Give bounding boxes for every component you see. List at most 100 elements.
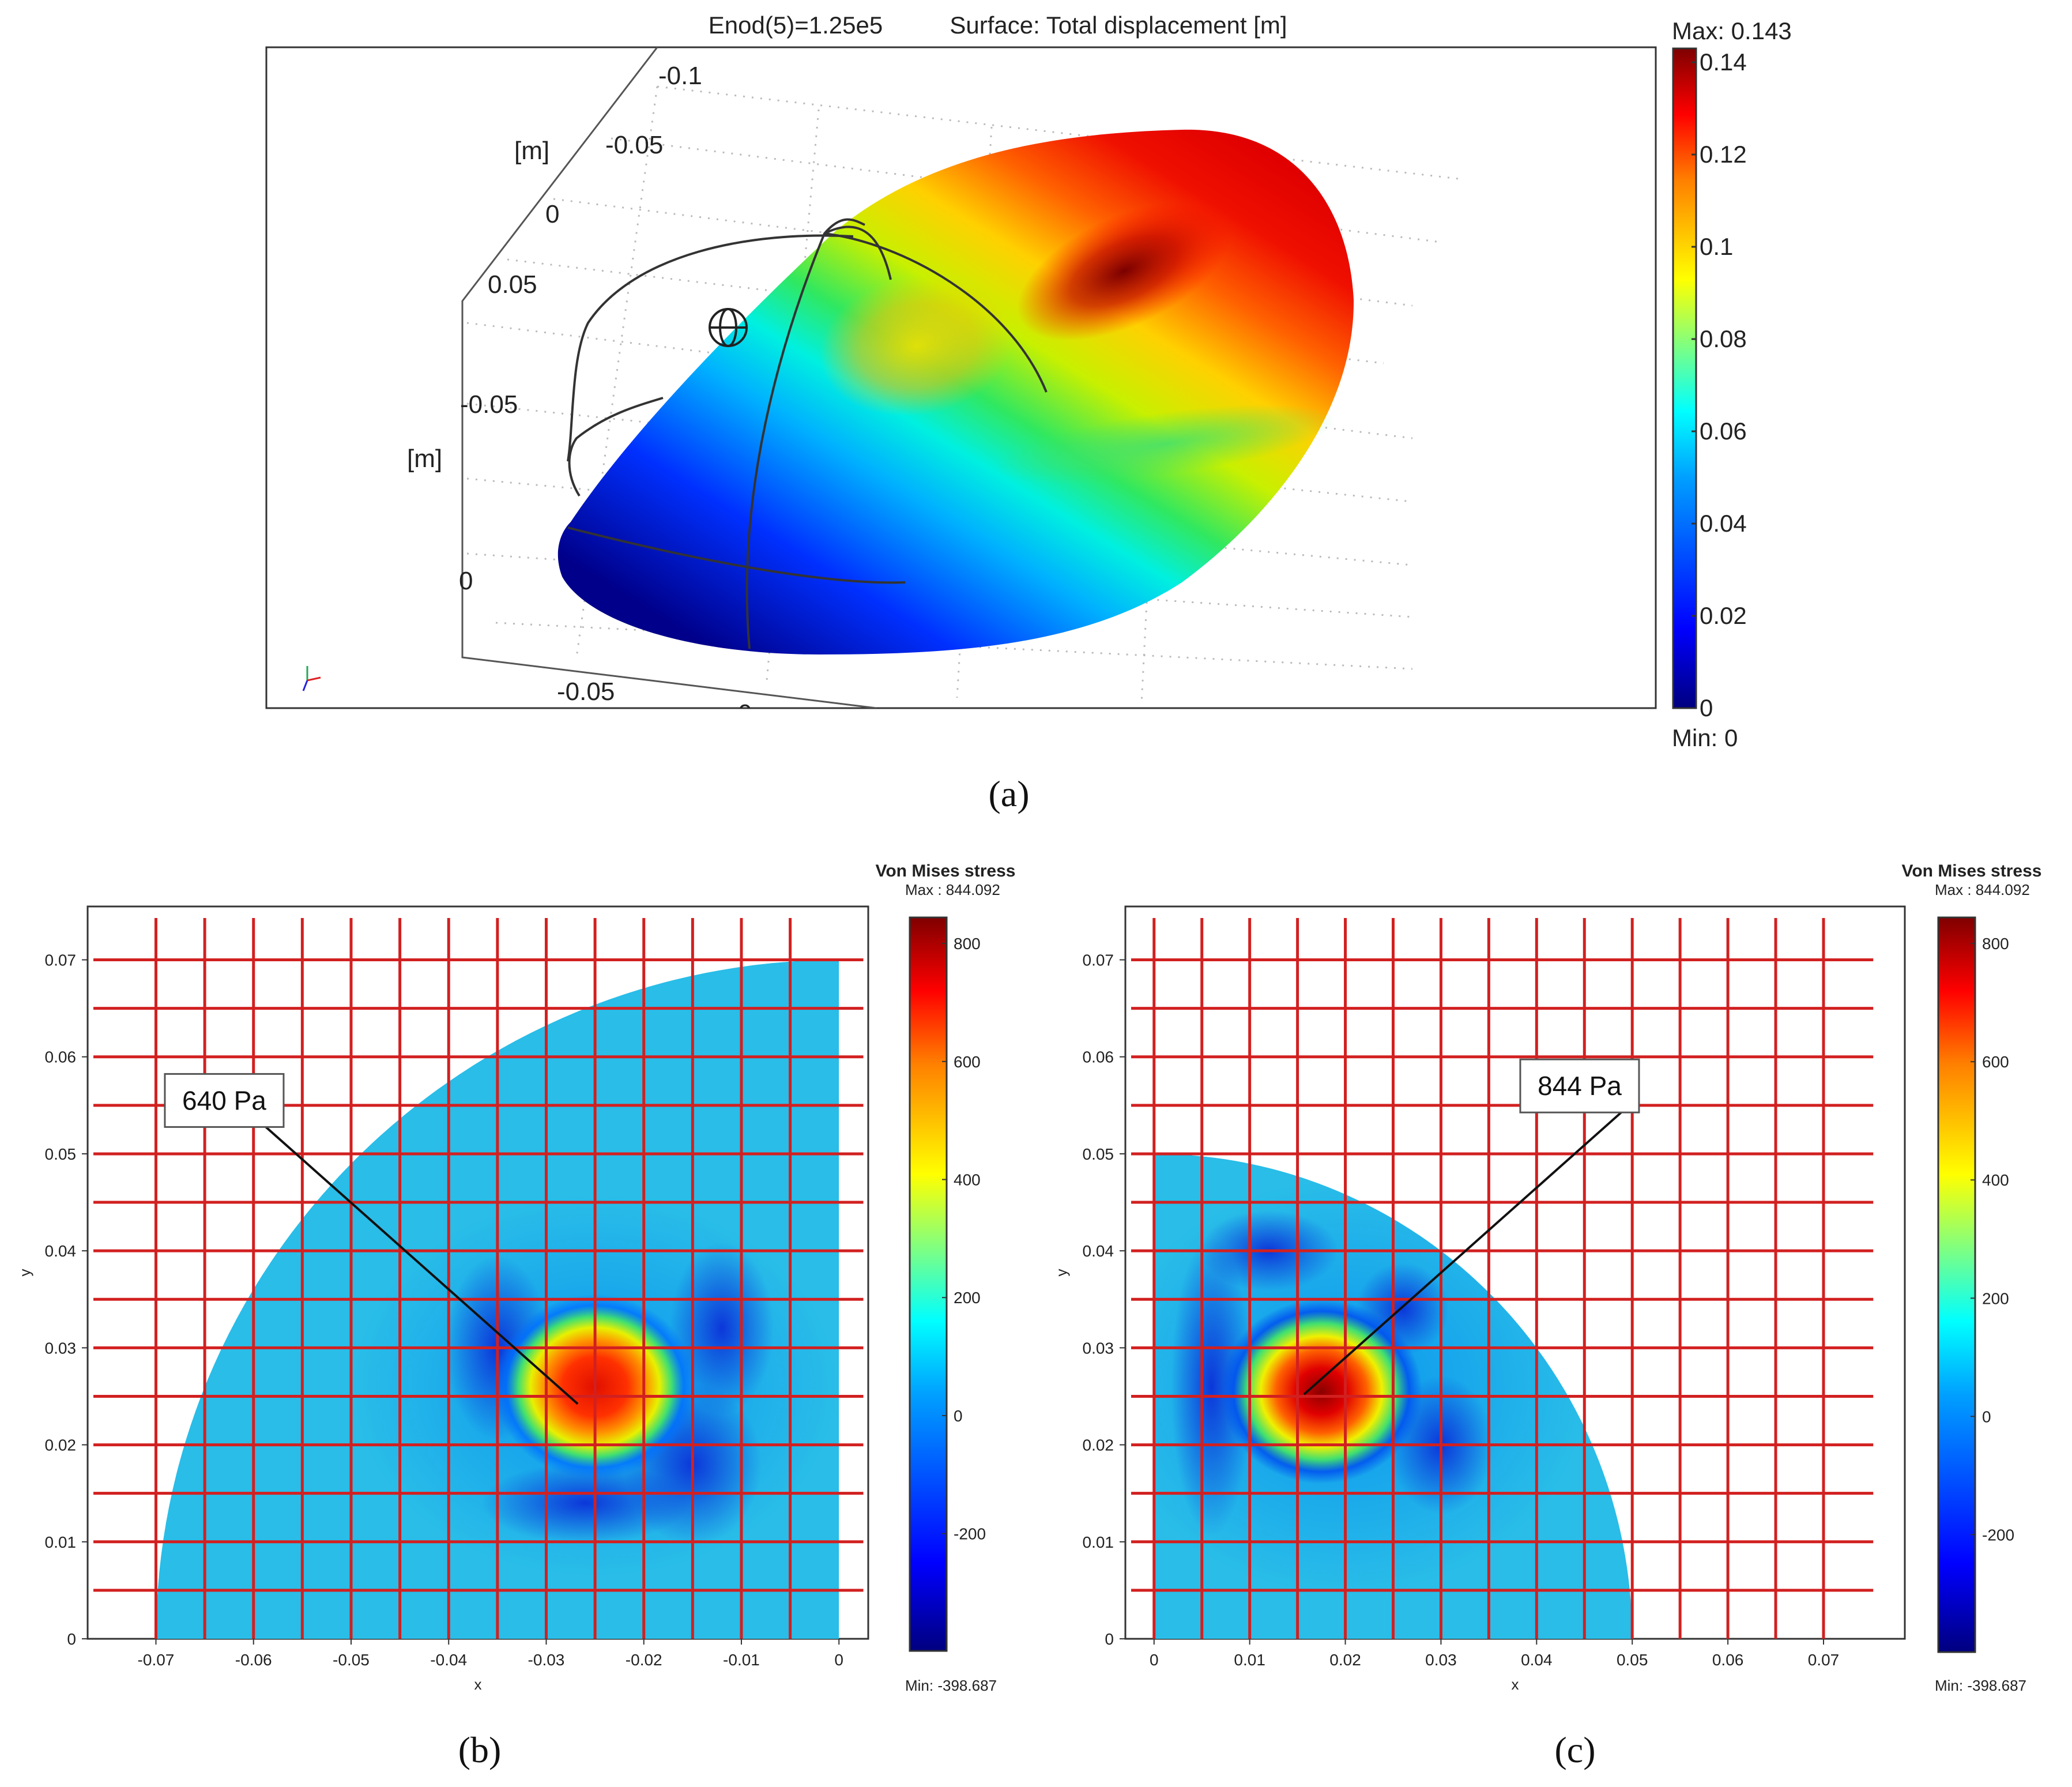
panel-c-x-tick-label: 0.04 (1521, 1651, 1553, 1669)
panel-b-colorbar-tick-label: 0 (954, 1407, 963, 1425)
panel-c-colorbar-min: Min: -398.687 (1935, 1677, 2026, 1694)
panel-c-y-tick-label: 0.04 (1083, 1242, 1114, 1260)
panel-b-x-tick-label: 0 (834, 1651, 843, 1669)
panel-c-y-tick-label: 0.05 (1083, 1145, 1114, 1163)
panel-b-x-tick-label: -0.03 (528, 1651, 565, 1669)
panel-a-colorbar-max: Max: 0.143 (1672, 17, 1792, 44)
panel-b-x-axis-label: x (474, 1676, 482, 1693)
panel-a-colorbar-tick-label: 0.04 (1700, 510, 1747, 537)
panel-a-colorbar-tick-label: 0.12 (1700, 141, 1747, 168)
panel-c-x-tick-label: 0.02 (1329, 1651, 1361, 1669)
caption-c: (c) (1554, 1729, 1595, 1770)
caption-a: (a) (988, 773, 1029, 814)
panel-b-y-tick-label: 0.07 (45, 951, 77, 969)
panel-b-annotation-box (164, 1073, 285, 1128)
panel-b-axis-ticks: -0.07 -0.06 -0.05 -0.04 -0.03 -0.02 -0.01 0 0 0.0… (45, 951, 844, 1669)
panel-c-colorbar-tick-label: 800 (1982, 935, 2009, 953)
panel-a-title-quantity: Surface: Total displacement [m] (950, 12, 1287, 39)
panel-b-annotation-leader (265, 1126, 579, 1405)
panel-b-annotation: 640 Pa (164, 1073, 579, 1405)
panel-a-title-formula: Enod(5)=1.25e5 (709, 12, 883, 39)
panel-a-axis-label: [m] (514, 137, 549, 165)
panel-b-colorbar-tick-label: 400 (954, 1171, 981, 1189)
panel-a-tick: 0.05 (488, 270, 537, 299)
panel-a-tick: -0.1 (658, 62, 702, 90)
panel-c-y-tick-label: 0.01 (1083, 1533, 1114, 1551)
panel-c-x-tick-label: 0.01 (1234, 1651, 1265, 1669)
panel-a-colorbar-tick-label: 0.1 (1700, 233, 1733, 260)
panel-a-axes-triad-icon (302, 666, 321, 691)
panel-a-colorbar-tick-label: 0.06 (1700, 417, 1747, 445)
panel-c-colorbar-max: Max : 844.092 (1935, 881, 2030, 898)
panel-c-y-axis-label: y (1053, 1269, 1070, 1277)
panel-a-colorbar-ticks: 0.14 0.12 0.1 0.08 0.06 0.04 0.02 0 (1691, 48, 1747, 721)
panel-b-y-tick-label: 0 (67, 1630, 76, 1648)
panel-b-x-tick-label: -0.07 (138, 1651, 175, 1669)
panel-a-tick: -0.05 (460, 390, 518, 419)
panel-c-colorbar-tick-label: 0 (1982, 1408, 1991, 1425)
panel-c-stress-hotspot (1220, 1299, 1423, 1484)
panel-c-y-tick-label: 0.06 (1083, 1048, 1114, 1066)
panel-c-colorbar-ticks: 800 600 400 200 0 -200 (1971, 935, 2014, 1544)
panel-c-colorbar: Max : 844.092 Min: -398.687 800 600 400 200… (1935, 881, 2030, 1694)
panel-b-colorbar-tick-label: -200 (954, 1525, 986, 1543)
panel-c-x-tick-label: 0.03 (1425, 1651, 1457, 1669)
panel-c-colorbar-tick-label: 600 (1982, 1053, 2009, 1071)
panel-b-x-tick-label: -0.02 (626, 1651, 662, 1669)
panel-b-annotation-label: 640 Pa (182, 1085, 266, 1115)
panel-c-title: Von Mises stress (1902, 861, 2042, 881)
panel-b-y-tick-label: 0.01 (45, 1533, 77, 1551)
panel-c-y-tick-label: 0.02 (1083, 1436, 1114, 1454)
panel-a-displacement-plot: Enod(5)=1.25e5 Surface: Total displaceme… (265, 12, 1792, 814)
panel-b-x-tick-label: -0.01 (723, 1651, 760, 1669)
panel-a-colorbar-tick-label: 0.14 (1700, 48, 1747, 76)
panel-a-axis-label: [m] (407, 445, 442, 473)
panel-c-x-tick-label: 0 (1150, 1651, 1159, 1669)
panel-b-y-axis-label: y (16, 1269, 33, 1277)
panel-a-view-globe-icon (709, 308, 748, 347)
panel-b-colorbar-tick-label: 200 (954, 1289, 981, 1307)
panel-a-tick: 0 (545, 200, 559, 228)
panel-a-colorbar-tick-label: 0.02 (1700, 602, 1747, 629)
panel-b-colorbar-scale (909, 916, 948, 1652)
panel-a-colorbar: Max: 0.143 Min: 0 0.14 0.12 0.1 0.08 0.06 0.0… (1672, 17, 1792, 751)
panel-c-x-tick-label: 0.06 (1712, 1651, 1744, 1669)
panel-c-colorbar-tick-label: 200 (1982, 1289, 2009, 1307)
panel-c-x-tick-label: 0.07 (1808, 1651, 1840, 1669)
panel-a-tick: -0.05 (557, 678, 615, 706)
panel-a-wireframe (567, 218, 1048, 649)
panel-a-axis-box (461, 47, 877, 708)
panel-c-mesh-grid (1131, 918, 1874, 1639)
panel-b-stress-region (670, 1242, 774, 1415)
panel-b-title: Von Mises stress (876, 861, 1016, 881)
panel-c-y-tick-label: 0.07 (1083, 951, 1114, 969)
panel-b-y-tick-label: 0.02 (45, 1436, 77, 1454)
panel-a-tick: 0 (459, 567, 473, 595)
panel-b-x-tick-label: -0.04 (430, 1651, 467, 1669)
panel-c-y-tick-label: 0 (1105, 1630, 1114, 1648)
panel-a-colorbar-min: Min: 0 (1672, 724, 1738, 751)
panel-a-displacement-surface (557, 129, 1354, 654)
panel-b-mesh-grid (93, 918, 864, 1639)
panel-c-stress-region (1171, 1236, 1252, 1537)
panel-b-x-tick-label: -0.05 (333, 1651, 370, 1669)
panel-c-axis-ticks: 0 0.01 0.02 0.03 0.04 0.05 0.06 0.07 0 0.01 0.02 0.… (1083, 951, 1840, 1669)
panel-a-3d-scene: -0.1 -0.05 0 0.05 -0.05 0 -0.05 0 [m] [m… (302, 47, 1459, 728)
panel-b-stress-plot: Von Mises stress -0.07 -0.06 -0.05 -0.04 -0.… (16, 861, 1015, 1770)
panel-c-colorbar-tick-label: 400 (1982, 1171, 2009, 1189)
panel-b-y-tick-label: 0.03 (45, 1339, 77, 1357)
panel-b-y-tick-label: 0.05 (45, 1145, 77, 1163)
panel-b-y-tick-label: 0.06 (45, 1048, 77, 1066)
caption-b: (b) (458, 1729, 502, 1770)
panel-c-stress-plot: Von Mises stress 0 0.01 0.02 0.03 0.04 0.05 0.… (1053, 861, 2041, 1770)
panel-a-colorbar-tick-label: 0 (1700, 694, 1713, 721)
panel-c-annotation: 844 Pa (1303, 1058, 1640, 1395)
panel-b-colorbar-max: Max : 844.092 (905, 881, 1000, 898)
panel-c-colorbar-tick-label: -200 (1982, 1526, 2014, 1544)
panel-c-annotation-label: 844 Pa (1538, 1071, 1622, 1101)
panel-b-stress-region (481, 1462, 690, 1544)
panel-a-colorbar-scale (1672, 47, 1697, 709)
panel-a-tick: 0 (738, 699, 752, 728)
panel-c-x-tick-label: 0.05 (1617, 1651, 1648, 1669)
